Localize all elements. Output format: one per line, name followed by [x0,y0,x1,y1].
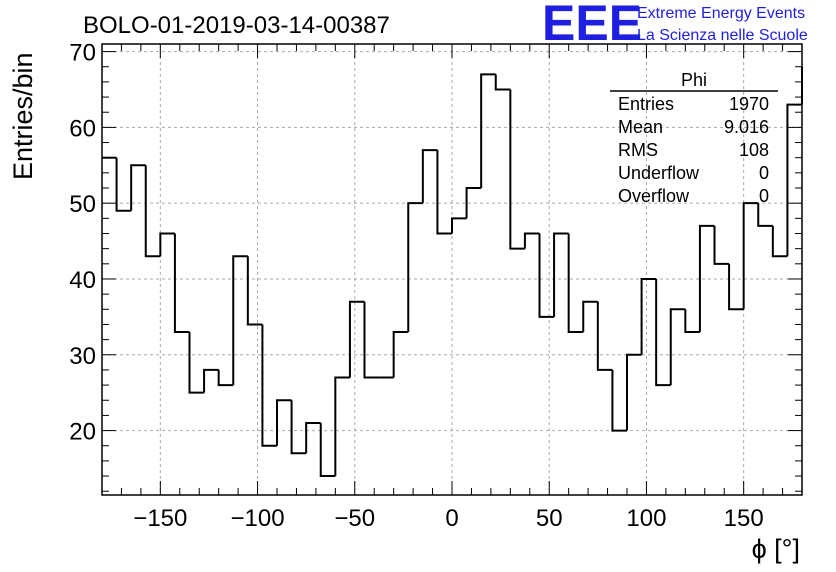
histogram-bin [421,149,438,204]
stats-box-title: Phi [681,70,707,90]
stats-value-overflow: 0 [759,186,769,206]
stats-value-entries: 1970 [729,94,769,114]
stats-label-mean: Mean [618,117,663,137]
histogram-bin [553,232,569,317]
histogram-bin [334,376,350,477]
histogram-bin [523,232,540,249]
stats-label-underflow: Underflow [618,163,700,183]
histogram-bin [115,157,132,212]
logo-mark: EEE [542,0,642,51]
histogram-bin [203,368,219,393]
x-tick-label: −50 [334,505,375,532]
histogram-bin [655,278,671,387]
x-tick-labels: −150 −100 −50 0 50 100 150 [133,505,763,532]
histogram-bin [757,203,773,227]
stats-label-rms: RMS [618,140,658,160]
chart-title: BOLO-01-2019-03-14-00387 [83,12,390,39]
x-tick-label: −100 [231,505,285,532]
y-tick-label: 40 [69,267,96,294]
histogram-bin [465,187,482,219]
histogram-bin [290,400,307,455]
histogram-bin [173,233,190,334]
x-tick-label: 0 [445,505,458,532]
histogram-bin [159,232,175,257]
histogram-bin [640,277,657,355]
histogram-bin [669,308,686,386]
histogram-bin [392,331,409,378]
histogram-bin [305,421,321,454]
histogram-bin [698,224,715,333]
axis-ticks [102,44,802,495]
histogram-bin [728,263,744,311]
histogram-bin [451,217,467,234]
histogram-bin [348,300,365,378]
y-tick-label: 50 [69,191,96,218]
histogram-bin [261,324,277,447]
histogram-bin [188,332,205,394]
stats-label-overflow: Overflow [618,186,690,206]
histogram-bin [480,73,496,189]
histogram-bin [626,353,642,431]
x-tick-label: −150 [133,505,187,532]
x-tick-label: 50 [536,505,563,532]
histogram-bins [102,66,803,478]
x-tick-label: 100 [626,505,666,532]
histogram-bin [217,369,234,387]
histogram-bin [596,301,613,371]
histogram-bin [276,399,292,446]
y-tick-label: 60 [69,115,96,142]
histogram-bin [713,225,730,265]
x-axis-title: ϕ [°] [752,534,800,564]
histogram-bin [246,256,263,326]
stats-value-mean: 9.016 [724,117,769,137]
histogram-bin [509,89,525,250]
y-axis-title: Entries/bin [8,52,38,180]
grid-lines [102,44,802,495]
eee-logo: EEE Extreme Energy Events La Scienza nel… [542,0,808,51]
histogram-bin [582,300,598,333]
logo-line-2: La Scienza nelle Scuole [637,27,808,44]
stats-label-entries: Entries [618,94,674,114]
y-tick-label: 20 [69,419,96,446]
histogram-bin [538,233,555,318]
histogram-bin [436,150,452,235]
histogram-bin [611,369,627,432]
histogram-bin [786,103,802,257]
x-tick-label: 150 [724,505,764,532]
histogram-bin [144,165,161,258]
histogram-bin [567,233,584,334]
stats-box: Phi Entries 1970 Mean 9.016 RMS 108 Unde… [610,70,778,206]
histogram-bin [363,301,380,379]
y-tick-label: 70 [69,40,96,67]
histogram-bin [130,164,146,211]
logo-line-1: Extreme Energy Events [637,5,805,22]
histogram-bin [494,74,511,91]
y-tick-label: 30 [69,343,96,370]
histogram-bin [742,202,759,310]
histogram-bin [232,255,248,386]
histogram-bin [407,202,423,333]
stats-value-rms: 108 [739,140,769,160]
stats-value-underflow: 0 [759,163,769,183]
histogram-bin [684,309,700,334]
histogram-bin [319,422,336,478]
y-tick-labels: 20 30 40 50 60 70 [69,40,96,446]
histogram-bin [771,225,788,258]
